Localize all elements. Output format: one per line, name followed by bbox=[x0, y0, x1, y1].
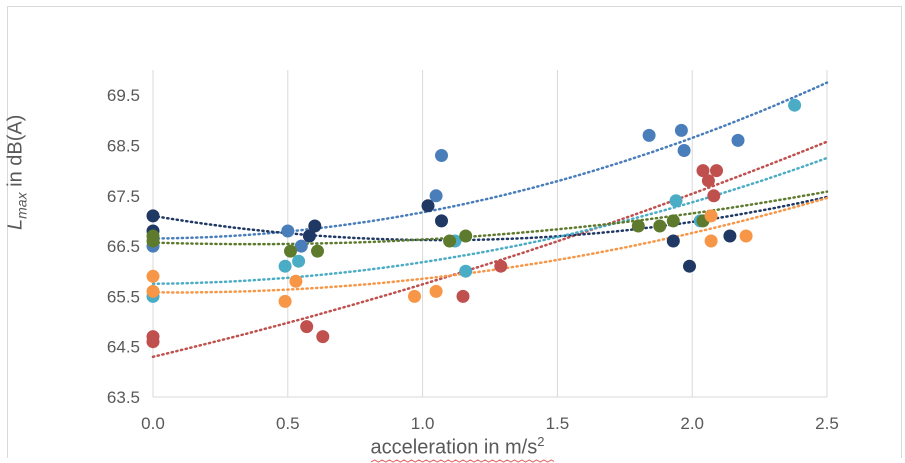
point-s2-0 bbox=[146, 209, 160, 223]
point-s0-3 bbox=[429, 189, 443, 203]
point-s4-3 bbox=[311, 244, 324, 258]
point-s5-0 bbox=[146, 269, 160, 283]
point-s1-7 bbox=[701, 174, 715, 188]
point-s4-5 bbox=[459, 229, 473, 243]
point-s2-4 bbox=[421, 199, 435, 213]
point-s4-8 bbox=[666, 214, 680, 228]
point-s3-5 bbox=[669, 194, 683, 208]
point-s5-7 bbox=[704, 209, 718, 223]
point-s0-2 bbox=[294, 239, 308, 253]
y-tick-label-4: 67.5 bbox=[107, 187, 140, 206]
point-s3-1 bbox=[278, 259, 292, 273]
point-s2-3 bbox=[308, 219, 322, 233]
y-tick-label-2: 65.5 bbox=[107, 287, 140, 306]
y-tick-label-5: 68.5 bbox=[107, 136, 140, 155]
point-s4-2 bbox=[284, 244, 297, 258]
data-points bbox=[146, 98, 802, 349]
x-axis-title: acceleration in m/s2 bbox=[0, 430, 905, 463]
y-tick-label-3: 66.5 bbox=[107, 237, 140, 256]
y-tick-labels: 63.5 64.5 65.5 66.5 67.5 68.5 69.5 bbox=[107, 86, 140, 407]
x-tick-label-2: 1.0 bbox=[411, 414, 435, 433]
trendline-3 bbox=[151, 156, 829, 286]
point-s2-5 bbox=[435, 214, 448, 228]
trendline-0 bbox=[151, 81, 829, 240]
point-s0-1 bbox=[281, 224, 295, 238]
y-tick-label-1: 64.5 bbox=[107, 338, 140, 357]
point-s1-8 bbox=[707, 189, 721, 203]
x-tick-label-5: 2.5 bbox=[815, 414, 839, 433]
y-tick-label-6: 69.5 bbox=[107, 86, 140, 105]
x-tick-label-4: 2.0 bbox=[680, 414, 704, 433]
point-s1-4 bbox=[456, 289, 470, 303]
x-axis-title-sup: 2 bbox=[537, 434, 545, 449]
point-s3-2 bbox=[292, 254, 306, 268]
point-s1-3 bbox=[316, 330, 330, 344]
point-s5-6 bbox=[704, 234, 718, 248]
point-s1-5 bbox=[494, 259, 508, 273]
point-s4-6 bbox=[631, 219, 645, 233]
point-s5-2 bbox=[278, 294, 292, 308]
point-s1-1 bbox=[146, 335, 160, 349]
y-tick-label-0: 63.5 bbox=[107, 388, 140, 407]
trendline-5 bbox=[151, 196, 829, 294]
point-s2-7 bbox=[683, 259, 696, 273]
point-s5-8 bbox=[739, 229, 753, 243]
point-s3-7 bbox=[788, 98, 802, 112]
point-s3-4 bbox=[459, 264, 473, 278]
point-s2-8 bbox=[723, 229, 737, 243]
point-s0-7 bbox=[677, 144, 691, 157]
point-s2-6 bbox=[666, 234, 680, 248]
point-s4-1 bbox=[146, 229, 160, 243]
point-s5-1 bbox=[146, 284, 160, 298]
x-tick-labels: 0.0 0.5 1.0 1.5 2.0 2.5 bbox=[141, 414, 839, 433]
trendline-1 bbox=[151, 140, 829, 359]
x-tick-label-0: 0.0 bbox=[141, 414, 165, 433]
point-s1-9 bbox=[710, 164, 723, 178]
y-axis-title: Lmax in dB(A) bbox=[5, 115, 30, 230]
point-s0-6 bbox=[674, 123, 688, 137]
point-s0-4 bbox=[435, 149, 448, 162]
point-s4-7 bbox=[653, 219, 667, 233]
point-s4-4 bbox=[443, 234, 457, 248]
point-s5-4 bbox=[408, 289, 421, 303]
trendlines bbox=[151, 81, 829, 359]
spellcheck-underline bbox=[370, 459, 555, 463]
point-s1-2 bbox=[300, 320, 314, 334]
point-s0-8 bbox=[731, 133, 745, 147]
y-axis-title-main: L bbox=[4, 218, 27, 230]
y-axis-title-sub: max bbox=[13, 192, 30, 219]
x-tick-label-1: 0.5 bbox=[276, 414, 300, 433]
point-s2-2 bbox=[302, 229, 316, 243]
x-tick-label-3: 1.5 bbox=[546, 414, 570, 433]
point-s5-3 bbox=[289, 274, 303, 288]
point-s1-6 bbox=[696, 164, 710, 178]
point-s5-5 bbox=[429, 284, 443, 298]
point-s0-5 bbox=[642, 128, 656, 142]
y-axis-title-rest: in dB(A) bbox=[4, 114, 27, 193]
trendline-4 bbox=[151, 190, 829, 246]
x-axis-title-main: acceleration in m/s bbox=[370, 436, 538, 459]
trendline-2 bbox=[151, 195, 829, 242]
